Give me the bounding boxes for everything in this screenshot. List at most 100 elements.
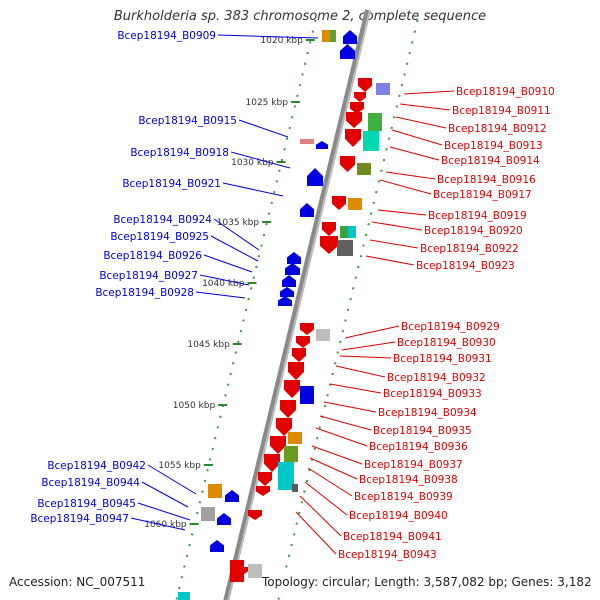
label-leader-line [399, 103, 451, 111]
gene-label-left: Bcep18194_B0915 [138, 115, 237, 127]
label-leader-line [307, 467, 353, 497]
gene-label-right: Bcep18194_B0910 [456, 86, 555, 98]
gene-label-right: Bcep18194_B0914 [441, 155, 540, 167]
gene-arrow-forward [332, 196, 346, 210]
label-leader-line [341, 341, 396, 351]
gene-feature [322, 30, 330, 42]
kbp-tick-label: 1025 kbp [246, 98, 289, 108]
gene-arrow-reverse [210, 540, 224, 552]
gene-feature [348, 226, 356, 238]
gene-label-right: Bcep18194_B0943 [338, 549, 437, 561]
label-leader-line [203, 254, 253, 273]
gene-label-right: Bcep18194_B0930 [397, 337, 496, 349]
kbp-tick-label: 1060 kbp [144, 520, 187, 530]
gene-label-right: Bcep18194_B0917 [433, 189, 532, 201]
gene-feature [340, 226, 348, 238]
gene-feature [178, 592, 190, 600]
gene-arrow-forward [358, 78, 372, 92]
label-leader-line [395, 116, 447, 129]
label-leader-line [403, 90, 455, 95]
gene-arrow-forward [280, 400, 296, 418]
gene-arrow-reverse [316, 141, 328, 149]
gene-label-right: Bcep18194_B0935 [373, 425, 472, 437]
label-leader-line [309, 457, 358, 480]
label-leader-line [391, 129, 443, 146]
gene-label-left: Bcep18194_B0924 [113, 214, 212, 226]
gene-arrow-reverse [217, 513, 231, 525]
map-title: Burkholderia sp. 383 chromosome 2, compl… [113, 9, 487, 24]
label-leader-line [339, 355, 392, 359]
gene-label-right: Bcep18194_B0929 [401, 321, 500, 333]
gene-label-right: Bcep18194_B0922 [420, 243, 519, 255]
gene-label-right: Bcep18194_B0911 [452, 105, 551, 117]
label-leader-line [377, 209, 427, 216]
gene-label-left: Bcep18194_B0942 [47, 460, 146, 472]
gene-arrow-forward [350, 102, 364, 114]
label-leader-line [379, 179, 432, 195]
kbp-tick-label: 1040 kbp [202, 279, 245, 289]
gene-arrow-forward [256, 486, 270, 496]
gene-feature [248, 564, 262, 578]
kbp-tick-label: 1035 kbp [217, 218, 260, 228]
gene-arrow-forward [345, 129, 361, 147]
gene-feature [330, 30, 336, 42]
gene-label-right: Bcep18194_B0931 [393, 353, 492, 365]
gene-arrow-reverse [300, 203, 314, 217]
gene-label-left: Bcep18194_B0925 [110, 231, 209, 243]
gene-arrow-forward [258, 472, 272, 486]
gene-label-right: Bcep18194_B0938 [359, 474, 458, 486]
kbp-tick-label: 1055 kbp [158, 461, 201, 471]
gene-arrow-reverse [343, 30, 357, 44]
gene-arrow-forward [288, 362, 304, 380]
label-leader-line [147, 464, 197, 495]
gene-arrow-reverse [340, 44, 355, 59]
label-leader-line [329, 383, 382, 394]
gene-arrow-forward [248, 510, 262, 520]
gene-label-left: Bcep18194_B0909 [117, 30, 216, 42]
gene-arrow-forward [296, 336, 310, 348]
gene-label-right: Bcep18194_B0937 [364, 459, 463, 471]
gene-label-right: Bcep18194_B0916 [437, 174, 536, 186]
gene-label-right: Bcep18194_B0920 [424, 225, 523, 237]
gene-arrow-reverse [225, 490, 239, 502]
label-leader-line [230, 151, 291, 169]
gene-label-left: Bcep18194_B0928 [95, 287, 194, 299]
label-leader-line [389, 146, 440, 161]
kbp-tick-label: 1050 kbp [173, 401, 216, 411]
label-leader-line [319, 415, 372, 431]
gene-arrow-reverse [282, 275, 296, 287]
gene-label-left: Bcep18194_B0947 [30, 513, 129, 525]
gene-feature [357, 163, 371, 175]
gene-feature [278, 462, 294, 490]
gene-arrow-forward [300, 323, 314, 335]
label-leader-line [344, 325, 400, 339]
label-leader-line [323, 401, 377, 413]
gene-arrow-forward [292, 348, 306, 362]
gene-arrow-reverse [287, 252, 301, 264]
gene-arrow-reverse [280, 287, 294, 297]
accession-text: Accession: NC_007511 [9, 575, 148, 589]
label-leader-line [222, 182, 284, 197]
gene-feature [284, 446, 298, 462]
gene-label-right: Bcep18194_B0941 [343, 531, 442, 543]
gene-label-left: Bcep18194_B0926 [103, 250, 202, 262]
gene-feature [201, 507, 215, 521]
gene-feature [337, 240, 353, 256]
label-leader-line [335, 365, 386, 378]
gene-feature [316, 329, 330, 341]
gene-label-right: Bcep18194_B0913 [444, 140, 543, 152]
gene-feature [348, 198, 362, 210]
gene-label-right: Bcep18194_B0912 [448, 123, 547, 135]
label-leader-line [369, 239, 419, 249]
topology-text: Topology: circular; Length: 3,587,082 bp… [262, 575, 592, 589]
label-leader-line [238, 119, 289, 138]
gene-arrow-forward [270, 436, 286, 454]
gene-arrow-forward [284, 380, 300, 398]
gene-label-right: Bcep18194_B0940 [349, 510, 448, 522]
gene-arrow-forward [354, 92, 366, 102]
gene-arrow-forward [346, 112, 362, 128]
gene-feature [208, 484, 222, 498]
gene-label-left: Bcep18194_B0927 [99, 270, 198, 282]
